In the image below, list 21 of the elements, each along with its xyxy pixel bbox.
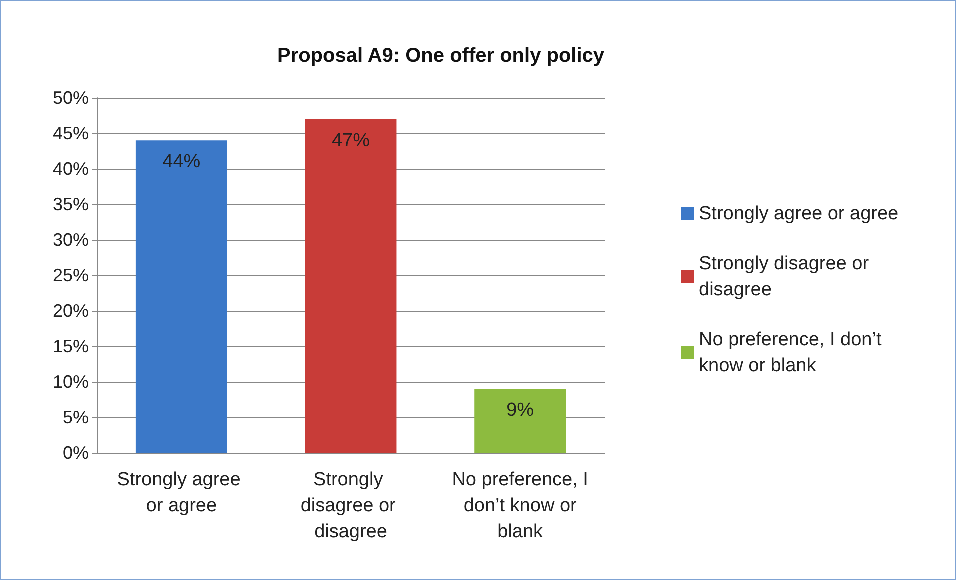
legend-label: Strongly agree or agree [699, 204, 899, 224]
data-label: 44% [162, 152, 201, 173]
y-tick-label: 0% [62, 443, 89, 463]
legend-label: Strongly disagree or disagree [699, 254, 874, 300]
legend-label: No preference, I don’t know or blank [699, 330, 887, 376]
y-tick-label: 5% [62, 408, 89, 428]
x-tick-label: Strongly disagree or disagree [300, 470, 402, 542]
y-tick-label: 35% [52, 194, 89, 214]
y-tick-label: 30% [52, 230, 89, 250]
data-label: 9% [506, 400, 534, 422]
y-tick-label: 40% [52, 159, 89, 179]
y-tick-label: 25% [52, 266, 89, 286]
y-tick-label: 20% [52, 301, 89, 321]
chart-title: Proposal A9: One offer only policy [277, 45, 606, 67]
y-tick-label: 15% [52, 336, 89, 356]
x-tick-label: Strongly agree or agree [117, 470, 246, 516]
y-tick-label: 50% [52, 88, 89, 108]
y-tick-label: 10% [52, 372, 89, 392]
data-label: 47% [332, 130, 370, 152]
y-tick-label: 45% [52, 124, 89, 144]
x-tick-label: No preference, I don’t know or blank [452, 470, 588, 542]
